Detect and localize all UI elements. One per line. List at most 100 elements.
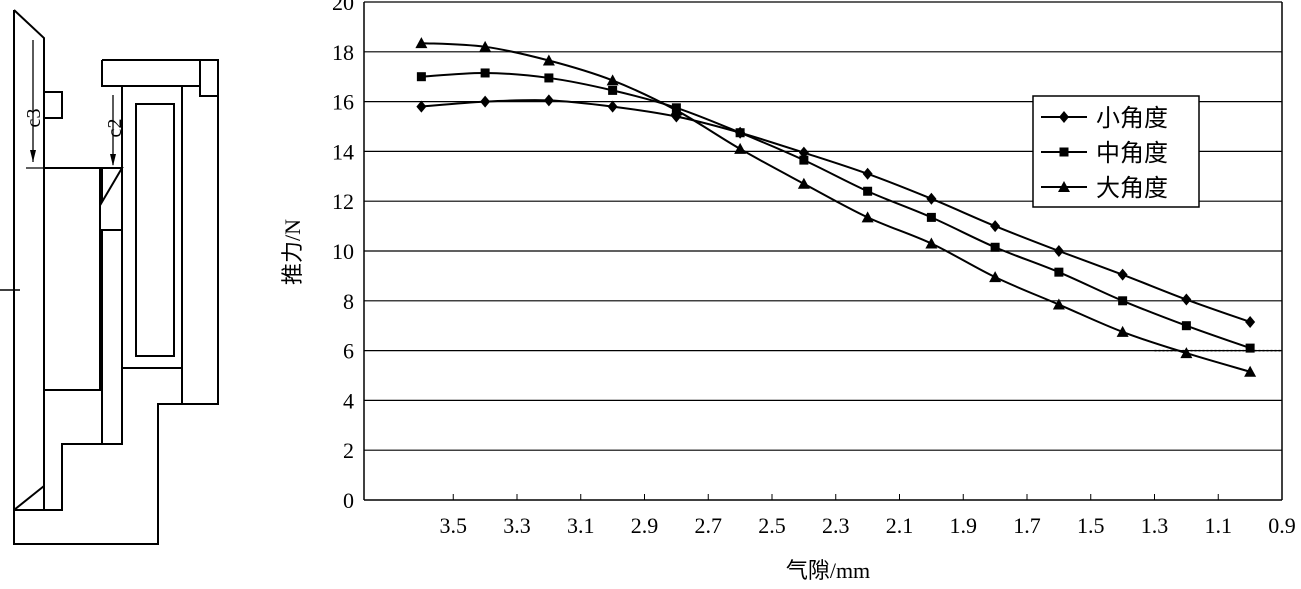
c3-arrow-down <box>30 150 36 162</box>
x-tick-label-2.5: 2.5 <box>758 513 786 538</box>
point-square-3 <box>608 85 618 95</box>
y-tick-label-20: 20 <box>332 0 354 15</box>
cone-wedge <box>101 167 124 206</box>
point-square-3.4 <box>480 68 490 78</box>
x-tick-label-1.1: 1.1 <box>1205 513 1233 538</box>
point-triangle-2 <box>925 237 938 249</box>
point-square-1.2 <box>1181 321 1191 331</box>
point-square-1 <box>1245 343 1255 353</box>
housing-outline <box>13 10 219 545</box>
x-tick-label-1.5: 1.5 <box>1077 513 1105 538</box>
cross-section-diagram <box>0 9 219 545</box>
point-diamond-1.6 <box>1053 245 1064 257</box>
legend-marker-diamond <box>1059 111 1069 123</box>
point-triangle-2.2 <box>861 211 874 223</box>
legend-label-triangle: 大角度 <box>1096 175 1168 202</box>
point-triangle-3.4 <box>479 40 492 52</box>
x-tick-label-2.9: 2.9 <box>631 513 659 538</box>
legend-marker-square <box>1059 147 1069 157</box>
housing-top-edge <box>13 9 45 168</box>
x-tick-label-2.1: 2.1 <box>886 513 914 538</box>
point-diamond-2.2 <box>862 167 873 180</box>
series-line-square <box>421 71 1251 350</box>
x-tick-label-3.3: 3.3 <box>503 513 531 538</box>
data-series <box>415 37 1257 377</box>
c3-label: c3 <box>23 109 45 128</box>
point-square-2.6 <box>735 128 745 138</box>
point-square-2.4 <box>799 155 809 165</box>
legend-label-diamond: 小角度 <box>1096 105 1168 132</box>
point-triangle-1 <box>1244 365 1257 377</box>
tab-block <box>43 91 63 119</box>
y-tick-label-2: 2 <box>343 438 354 463</box>
point-square-3.2 <box>544 73 554 83</box>
point-triangle-1.2 <box>1180 347 1193 359</box>
y-tick-label-12: 12 <box>332 189 354 214</box>
point-triangle-2.6 <box>734 142 747 154</box>
y-axis-label: 推力/N <box>280 219 305 285</box>
point-square-2 <box>926 212 936 222</box>
x-tick-label-2.7: 2.7 <box>695 513 723 538</box>
point-square-2.2 <box>863 186 873 196</box>
point-triangle-1.6 <box>1052 298 1065 310</box>
x-tick-label-2.3: 2.3 <box>822 513 850 538</box>
point-triangle-1.4 <box>1116 325 1129 337</box>
point-square-1.6 <box>1054 267 1064 277</box>
y-tick-label-0: 0 <box>343 488 354 513</box>
plunger-bottom <box>13 485 45 511</box>
grid-lines <box>364 1 1282 451</box>
point-triangle-3.6 <box>415 37 428 49</box>
y-tick-label-14: 14 <box>332 139 354 164</box>
point-diamond-1.2 <box>1181 293 1192 306</box>
c2-arrow-down <box>110 154 116 166</box>
point-diamond-2 <box>926 192 937 205</box>
point-triangle-2.8 <box>670 104 683 116</box>
coil-winding <box>135 103 175 357</box>
point-triangle-3 <box>606 74 619 86</box>
coil-frame-base <box>122 367 183 404</box>
point-triangle-1.8 <box>989 271 1002 283</box>
point-square-1.8 <box>990 242 1000 252</box>
point-triangle-3.2 <box>542 54 555 66</box>
point-diamond-3.4 <box>480 95 491 108</box>
y-tick-label-18: 18 <box>332 40 354 65</box>
point-triangle-2.4 <box>797 177 810 189</box>
point-diamond-1.4 <box>1117 268 1128 281</box>
x-tick-label-1.3: 1.3 <box>1141 513 1169 538</box>
point-square-1.4 <box>1118 296 1128 306</box>
y-tick-labels: 0 2 4 6 8 10 12 14 16 18 20 <box>332 0 354 513</box>
y-tick-label-10: 10 <box>332 239 354 264</box>
coil-frame-side <box>182 85 201 96</box>
point-diamond-3.2 <box>543 94 554 107</box>
x-tick-label-3.1: 3.1 <box>567 513 595 538</box>
thrust-chart: 0 2 4 6 8 10 12 14 16 18 20 3.5 3.3 3.1 2.9 2.7 2.5 2.3 2… <box>280 0 1296 583</box>
guide-wall <box>101 229 123 445</box>
x-axis-label: 气隙/mm <box>786 558 870 583</box>
point-diamond-1.8 <box>990 220 1001 233</box>
coil-frame-outer <box>102 59 219 97</box>
y-tick-label-6: 6 <box>343 339 354 364</box>
x-tick-label-3.5: 3.5 <box>440 513 468 538</box>
x-tick-label-1.7: 1.7 <box>1013 513 1041 538</box>
x-tick-label-1.9: 1.9 <box>950 513 978 538</box>
series-triangle <box>415 37 1257 377</box>
legend-label-square: 中角度 <box>1096 140 1168 167</box>
y-tick-label-8: 8 <box>343 289 354 314</box>
y-tick-label-16: 16 <box>332 90 354 115</box>
x-tick-labels: 3.5 3.3 3.1 2.9 2.7 2.5 2.3 2.1 1.9 1.7 1.5 1.3 1.1 0… <box>440 494 1296 538</box>
c2-label: c2 <box>104 119 126 138</box>
plunger-lower <box>43 168 103 511</box>
legend-marker-triangle <box>1058 181 1070 192</box>
y-tick-label-4: 4 <box>343 388 354 413</box>
plunger-block <box>43 167 101 391</box>
point-diamond-1 <box>1245 315 1256 328</box>
coil-frame-inner <box>101 60 123 168</box>
x-tick-label-0.9: 0.9 <box>1268 513 1296 538</box>
point-diamond-3.6 <box>416 100 427 113</box>
point-square-3.6 <box>416 72 426 82</box>
series-line-triangle <box>421 42 1251 373</box>
point-diamond-3 <box>607 100 618 113</box>
